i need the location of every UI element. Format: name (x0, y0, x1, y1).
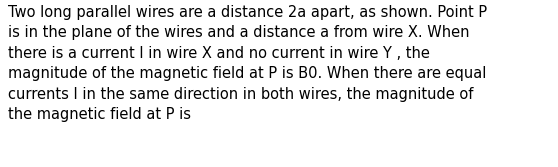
Text: Two long parallel wires are a distance 2a apart, as shown. Point P
is in the pla: Two long parallel wires are a distance 2… (8, 5, 488, 122)
